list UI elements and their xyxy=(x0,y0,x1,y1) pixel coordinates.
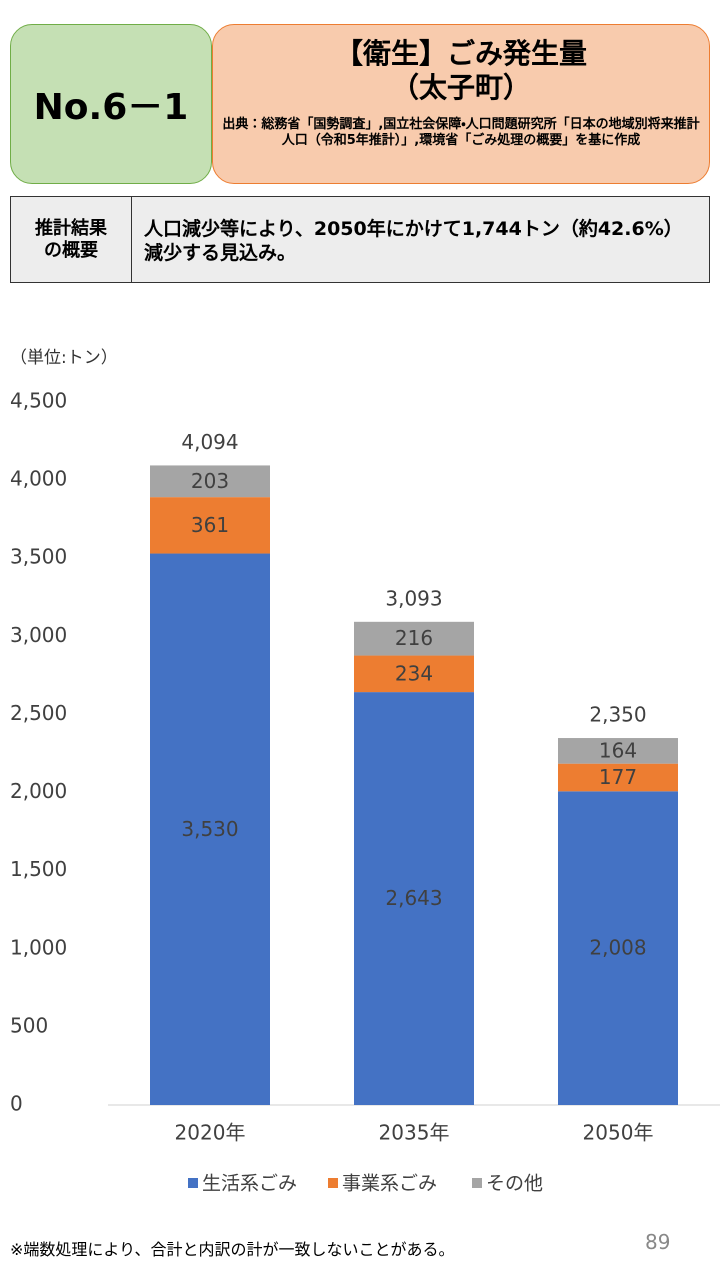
title-box: 【衛生】ごみ発生量 （太子町） 出典：総務省「国勢調査」,国立社会保障・人口問題… xyxy=(212,24,710,184)
bar-segment xyxy=(558,791,678,1105)
x-tick-label: 2035年 xyxy=(379,1121,450,1145)
value-label: 177 xyxy=(599,765,637,789)
legend-label: 事業系ごみ xyxy=(342,1173,437,1195)
y-tick-label: 0 xyxy=(10,1092,23,1116)
legend-label: その他 xyxy=(486,1173,543,1195)
y-tick-label: 3,000 xyxy=(10,623,67,647)
y-tick-label: 2,000 xyxy=(10,779,67,803)
y-tick-label: 500 xyxy=(10,1013,48,1037)
number-box: No.6－1 xyxy=(10,24,212,184)
total-label: 3,093 xyxy=(385,586,442,610)
bar-segment xyxy=(558,738,678,764)
subtitle: （太子町） xyxy=(390,71,531,104)
legend-label: 生活系ごみ xyxy=(202,1173,297,1195)
legend-swatch xyxy=(472,1178,482,1188)
y-tick-label: 1,000 xyxy=(10,935,67,959)
summary-label-line: 推計結果 xyxy=(35,217,107,239)
value-label: 234 xyxy=(395,661,433,685)
legend-swatch xyxy=(328,1178,338,1188)
y-tick-label: 4,000 xyxy=(10,467,67,491)
value-label: 2,643 xyxy=(385,886,442,910)
bar-segment xyxy=(354,621,474,656)
value-label: 3,530 xyxy=(181,817,238,841)
bar-segment xyxy=(354,655,474,693)
unit-label: （単位:トン） xyxy=(10,348,118,368)
value-label: 216 xyxy=(395,626,433,650)
bar-segment xyxy=(354,692,474,1105)
bar-segment xyxy=(150,465,270,498)
summary-text: 人口減少等により、2050年にかけて1,744トン（約42.6%）減少する見込み… xyxy=(144,218,683,264)
value-label: 164 xyxy=(599,738,637,762)
bar-segment xyxy=(558,763,678,792)
footnote: ※端数処理により、合計と内訳の計が一致しないことがある。 xyxy=(10,1240,455,1259)
summary-table: 推計結果 の概要 人口減少等により、2050年にかけて1,744トン（約42.6%… xyxy=(10,196,710,283)
summary-label: 推計結果 の概要 xyxy=(11,197,132,282)
bar-segment xyxy=(150,553,270,1105)
title: 【衛生】ごみ発生量 xyxy=(334,37,587,70)
value-label: 361 xyxy=(191,513,229,537)
total-label: 2,350 xyxy=(589,703,646,727)
summary-label-line: の概要 xyxy=(44,239,98,261)
value-label: 2,008 xyxy=(589,936,646,960)
x-tick-label: 2020年 xyxy=(175,1121,246,1145)
total-label: 4,094 xyxy=(181,430,238,454)
y-tick-label: 4,500 xyxy=(10,389,67,413)
source: 出典：総務省「国勢調査」,国立社会保障・人口問題研究所「日本の地域別将来推計人口… xyxy=(222,117,700,148)
y-tick-label: 1,500 xyxy=(10,857,67,881)
page-number: 89 xyxy=(645,1230,671,1254)
bar-segment xyxy=(150,497,270,554)
x-tick-label: 2050年 xyxy=(583,1121,654,1145)
y-tick-label: 3,500 xyxy=(10,545,67,569)
y-tick-label: 2,500 xyxy=(10,701,67,725)
legend-swatch xyxy=(188,1178,198,1188)
value-label: 203 xyxy=(191,469,229,493)
slide-number: No.6－1 xyxy=(33,87,189,128)
